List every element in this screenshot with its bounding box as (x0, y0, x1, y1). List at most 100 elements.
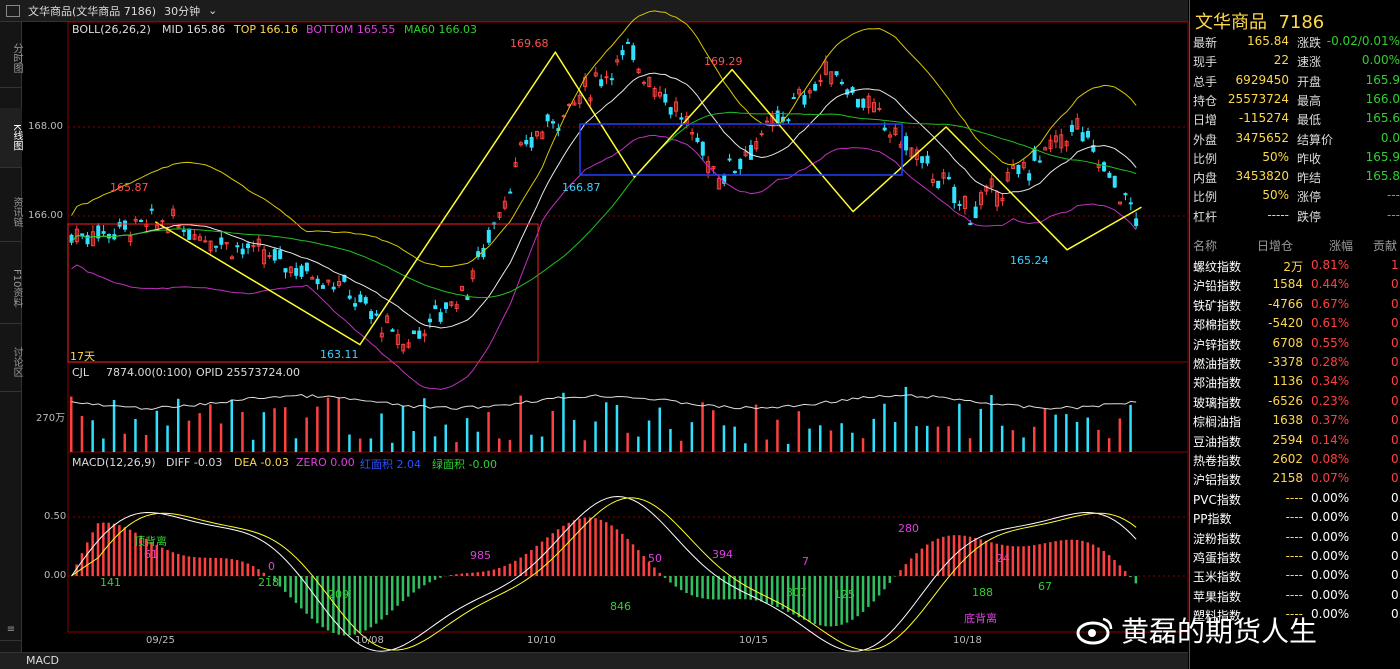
macd-bar (273, 576, 276, 582)
candle (294, 268, 299, 276)
candle (470, 270, 475, 280)
watch-cell: 鸡蛋指数 (1193, 551, 1242, 565)
candle (192, 234, 197, 240)
candle (438, 312, 443, 322)
candle (304, 262, 309, 272)
watch-row[interactable]: 燃油指数 -3378 0.28% 0. (1193, 354, 1400, 373)
volume-bar (1065, 414, 1068, 452)
volume-bar (1011, 430, 1015, 452)
macd-bar (883, 576, 886, 590)
tab-discussion[interactable]: 讨论区 (0, 332, 22, 392)
watch-row[interactable]: 玻璃指数 -6526 0.23% 0. (1193, 393, 1400, 412)
window-icon[interactable] (6, 4, 20, 17)
volume-bar (551, 410, 554, 452)
watch-cell: 螺纹指数 (1193, 260, 1242, 274)
candle (979, 192, 983, 206)
volume-bar (251, 439, 255, 452)
quote-label: 开盘 (1297, 74, 1322, 89)
watch-row[interactable]: 沪铝指数 2158 0.07% 0. (1193, 470, 1400, 489)
macd-bar (872, 576, 875, 602)
macd-bar (728, 576, 731, 600)
chevron-down-icon[interactable]: ⌄ (208, 4, 218, 17)
candle (460, 285, 465, 291)
quote-label: 最新 (1193, 36, 1218, 50)
volume-bar (155, 410, 159, 452)
macd-bar (701, 576, 704, 599)
watch-column-header[interactable]: 涨幅 (1329, 239, 1354, 253)
menu-icon[interactable]: ≡ (0, 620, 22, 641)
watch-row[interactable]: 螺纹指数 2万 0.81% 1. (1193, 257, 1400, 276)
volume-bar (337, 397, 340, 452)
watch-row[interactable]: 淀粉指数 ---- 0.00% 0. (1193, 529, 1400, 548)
volume-bar (615, 405, 619, 452)
candle (433, 305, 438, 310)
watch-row[interactable]: 郑棉指数 -5420 0.61% 0. (1193, 315, 1400, 334)
volume-bar (230, 399, 233, 452)
instrument-title: 文华商品 7186 (1195, 8, 1324, 34)
tab-k-chart[interactable]: K线图 (0, 108, 22, 168)
candle (251, 244, 256, 248)
watch-cell: 0. (1391, 296, 1400, 311)
candle (593, 72, 598, 77)
candle (861, 98, 866, 108)
macd-bar (417, 576, 421, 589)
cjl-label[interactable]: CJL (72, 366, 90, 379)
candle (240, 248, 245, 255)
volume-bar (1054, 414, 1057, 452)
macd-bar (947, 535, 950, 576)
watch-cell: 燃油指数 (1193, 357, 1242, 371)
watch-cell: 1638 (1272, 413, 1303, 428)
watch-row[interactable]: PP指数 ---- 0.00% 0. (1193, 509, 1400, 528)
macd-bar (209, 557, 212, 576)
watch-row[interactable]: 沪锌指数 6708 0.55% 0. (1193, 335, 1400, 354)
macd-label[interactable]: MACD(12,26,9) (72, 456, 156, 469)
quote-value: 25573724 (1227, 91, 1289, 106)
candle (973, 206, 978, 219)
watch-column-header[interactable]: 日增仓 (1257, 239, 1294, 253)
watch-cell: 沪铅指数 (1193, 279, 1242, 294)
watch-cell: 0.81% (1311, 258, 1350, 272)
watch-row[interactable]: 沪铅指数 1584 0.44% 0. (1193, 276, 1400, 295)
date-tick: 10/15 (739, 635, 768, 646)
period-select[interactable]: 30分钟 (164, 4, 201, 18)
tab-minute-chart[interactable]: 分时图 (0, 28, 22, 88)
watch-row[interactable]: 塑料指数 ---- 0.00% 0. (1193, 606, 1400, 625)
macd-bar (658, 572, 661, 576)
mid-label: MID 165.86 (162, 23, 226, 36)
watch-row[interactable]: 玉米指数 ---- 0.00% 0. (1193, 567, 1400, 586)
watch-column-header[interactable]: 名称 (1193, 239, 1218, 253)
macd-bar (326, 576, 330, 631)
macd-bar (166, 550, 169, 576)
candle (160, 220, 165, 223)
volume-bar (626, 432, 629, 452)
macd-bar (647, 561, 651, 576)
macd-bar (845, 576, 849, 623)
watch-cell: 0. (1391, 316, 1400, 331)
macd-bar (1102, 550, 1106, 576)
candle (1112, 175, 1117, 188)
macd-bar (738, 576, 742, 600)
watch-row[interactable]: 鸡蛋指数 ---- 0.00% 0. (1193, 548, 1400, 567)
quote-row: 比例 50% 涨停 --- (1189, 188, 1400, 207)
tab-f10[interactable]: F10资料 (0, 254, 22, 324)
macd-bar (112, 523, 116, 576)
watch-row[interactable]: 苹果指数 ---- 0.00% 0. (1193, 587, 1400, 606)
watch-column-header[interactable]: 贡献 (1373, 239, 1398, 253)
tab-news[interactable]: 资讯链 (0, 182, 22, 242)
watch-row[interactable]: 棕榈油指 1638 0.37% 0. (1193, 412, 1400, 431)
macd-bar (465, 573, 469, 576)
date-tick: 10/18 (953, 635, 982, 646)
macd-bar (246, 563, 250, 576)
volume-bar (958, 403, 961, 452)
watch-row[interactable]: 豆油指数 2594 0.14% 0. (1193, 432, 1400, 451)
weibo-icon (1076, 617, 1113, 645)
watch-row[interactable]: PVC指数 ---- 0.00% 0. (1193, 490, 1400, 509)
candle (230, 256, 234, 260)
boll-label[interactable]: BOLL(26,26,2) (72, 23, 151, 36)
watch-row[interactable]: 郑油指数 1136 0.34% 0. (1193, 373, 1400, 392)
watch-row[interactable]: 铁矿指数 -4766 0.67% 0. (1193, 296, 1400, 315)
watch-row[interactable]: 热卷指数 2602 0.08% 0. (1193, 451, 1400, 470)
candle (299, 265, 304, 277)
macd-bar (931, 541, 934, 576)
